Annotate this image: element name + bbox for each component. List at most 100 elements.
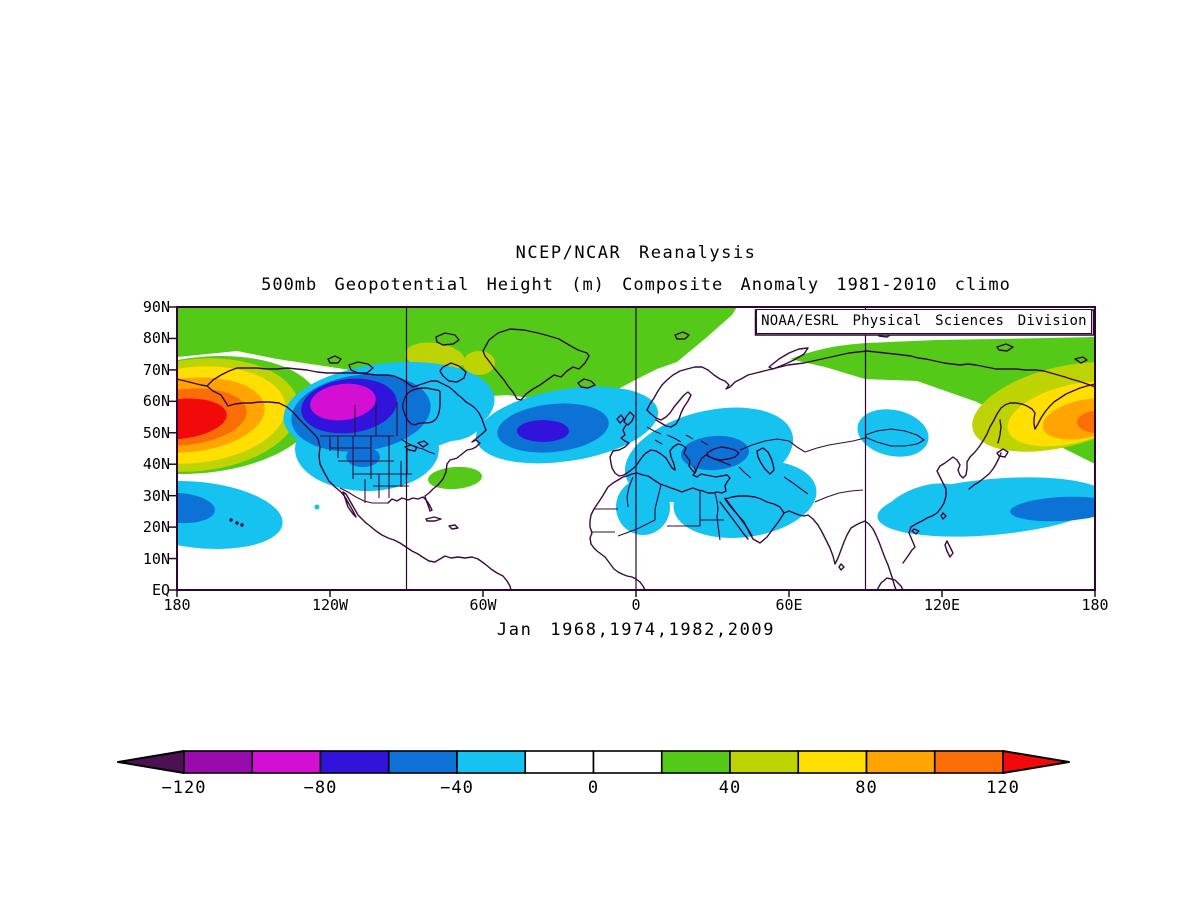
- coast-hispaniola: [448, 524, 459, 530]
- coast-north-america-west: [206, 385, 512, 590]
- borders-africa: [592, 476, 724, 541]
- lat-label: 90N: [142, 298, 170, 316]
- lon-label: 60W: [469, 596, 497, 614]
- anomaly-central-pacific-negative: [177, 481, 320, 549]
- colorbar-segment: [183, 750, 254, 774]
- coast-taiwan: [940, 512, 947, 520]
- lat-label: 40N: [142, 455, 170, 474]
- coast-africa-west: [589, 476, 646, 590]
- anomaly-northeast-asia-positive: [972, 362, 1095, 452]
- colorbar-segment: [456, 750, 527, 774]
- colorbar-segment: [729, 750, 800, 774]
- lat-label: EQ: [151, 581, 170, 599]
- coast-eurasia-arctic: [646, 350, 1095, 411]
- coast-hokkaido: [996, 448, 1009, 458]
- plot-title: NCEP/NCAR Reanalysis: [515, 243, 757, 263]
- coast-hawaii-2: [235, 521, 239, 525]
- lat-label: 30N: [142, 486, 170, 505]
- coast-philippines: [944, 540, 954, 558]
- coast-west-europe-iberia: [609, 424, 647, 477]
- colorbar-segment: [524, 750, 595, 774]
- lat-label: 60N: [142, 392, 170, 411]
- coast-red-sea-west: [719, 501, 749, 540]
- lat-label: 50N: [142, 423, 170, 442]
- lat-label: 20N: [142, 518, 170, 537]
- colorbar-segment: [592, 750, 663, 774]
- lat-label: 80N: [142, 329, 170, 348]
- colorbar-segment: [319, 750, 390, 774]
- coast-greenland: [482, 328, 590, 401]
- colorbar-label: −80: [303, 778, 338, 798]
- colorbar-label: 0: [587, 778, 600, 798]
- colorbar-segment: [251, 750, 322, 774]
- coastlines: [177, 328, 1095, 590]
- coast-north-america-east: [387, 394, 487, 512]
- coast-hainan: [911, 528, 920, 535]
- plot-subtitle: 500mb Geopotential Height (m) Composite …: [261, 275, 1011, 295]
- colorbar-label: −40: [440, 778, 474, 798]
- lon-label: 180: [163, 596, 191, 614]
- borders-asia: [738, 428, 925, 503]
- coast-scandinavia-baltic: [646, 391, 692, 428]
- lat-label: 70N: [142, 360, 170, 379]
- colorbar-segment: [865, 750, 936, 774]
- colorbar-segment: [660, 750, 731, 774]
- coast-caspian-sea: [756, 447, 775, 475]
- coast-sri-lanka: [838, 563, 845, 571]
- coast-mediterranean-north: [645, 443, 731, 474]
- composite-caption: Jan 1968,1974,1982,2009: [496, 620, 776, 640]
- coast-wrangel-island: [1074, 356, 1088, 364]
- coast-hawaii: [229, 518, 233, 522]
- meridian-gridlines: [405, 307, 867, 590]
- anomaly-north-pacific-positive: [177, 356, 320, 474]
- colorbar-segment: [797, 750, 868, 774]
- coast-hawaii-3: [240, 523, 244, 527]
- coast-ellesmere-island: [435, 332, 460, 346]
- lon-label: 120E: [923, 596, 961, 614]
- colorbar: [117, 750, 1070, 774]
- coast-baffin-island: [439, 362, 467, 383]
- lon-label: 120W: [311, 596, 349, 614]
- borders-europe: [646, 426, 709, 446]
- lon-label: 60E: [775, 596, 803, 614]
- colorbar-segment: [933, 750, 1004, 774]
- coast-chukotka-edge: [177, 378, 208, 387]
- coast-hudson-bay: [402, 387, 441, 426]
- colorbar-label: −120: [161, 778, 207, 798]
- lat-label: 10N: [142, 549, 170, 568]
- coast-arabia: [724, 495, 785, 544]
- coast-new-siberian-islands: [996, 343, 1014, 352]
- coast-britain: [623, 411, 635, 426]
- anomaly-east-coast-positive: [428, 466, 482, 490]
- coast-great-lakes: [404, 440, 429, 452]
- anomaly-europe-mideast-negative: [616, 407, 817, 538]
- coast-ireland: [616, 414, 625, 424]
- map-frame: [176, 306, 1096, 591]
- colorbar-label: 40: [718, 778, 742, 798]
- coast-japan: [968, 452, 1002, 490]
- colorbar-arrow-low: [117, 750, 185, 774]
- lon-label: 0: [631, 596, 641, 614]
- anomaly-west-pacific-negative: [877, 477, 1095, 537]
- coast-sakhalin: [997, 419, 1002, 444]
- coast-india-seasia: [783, 510, 897, 590]
- colorbar-label: 120: [986, 778, 1020, 798]
- credit-label: NOAA/ESRL Physical Sciences Division: [756, 309, 1092, 334]
- anomaly-field: [177, 307, 1095, 549]
- coast-black-sea: [706, 446, 740, 461]
- coast-svalbard: [674, 331, 690, 340]
- anomaly-north-atlantic-negative: [475, 386, 659, 464]
- axis-ticks: [168, 306, 1096, 597]
- coast-arctic-canada: [206, 367, 459, 396]
- coast-china-korea-okhotsk-kamchatka: [902, 383, 1095, 564]
- coast-banks-island: [327, 355, 342, 364]
- colorbar-arrow-high: [1002, 750, 1070, 774]
- lon-label: 180: [1081, 596, 1109, 614]
- anomaly-greenland-patch: [463, 351, 495, 375]
- coast-aegean-levant-north-africa: [622, 466, 731, 494]
- coast-cuba: [425, 516, 442, 522]
- coast-victoria-island: [348, 361, 374, 374]
- anomaly-map: [168, 306, 1096, 597]
- colorbar-label: 80: [855, 778, 878, 798]
